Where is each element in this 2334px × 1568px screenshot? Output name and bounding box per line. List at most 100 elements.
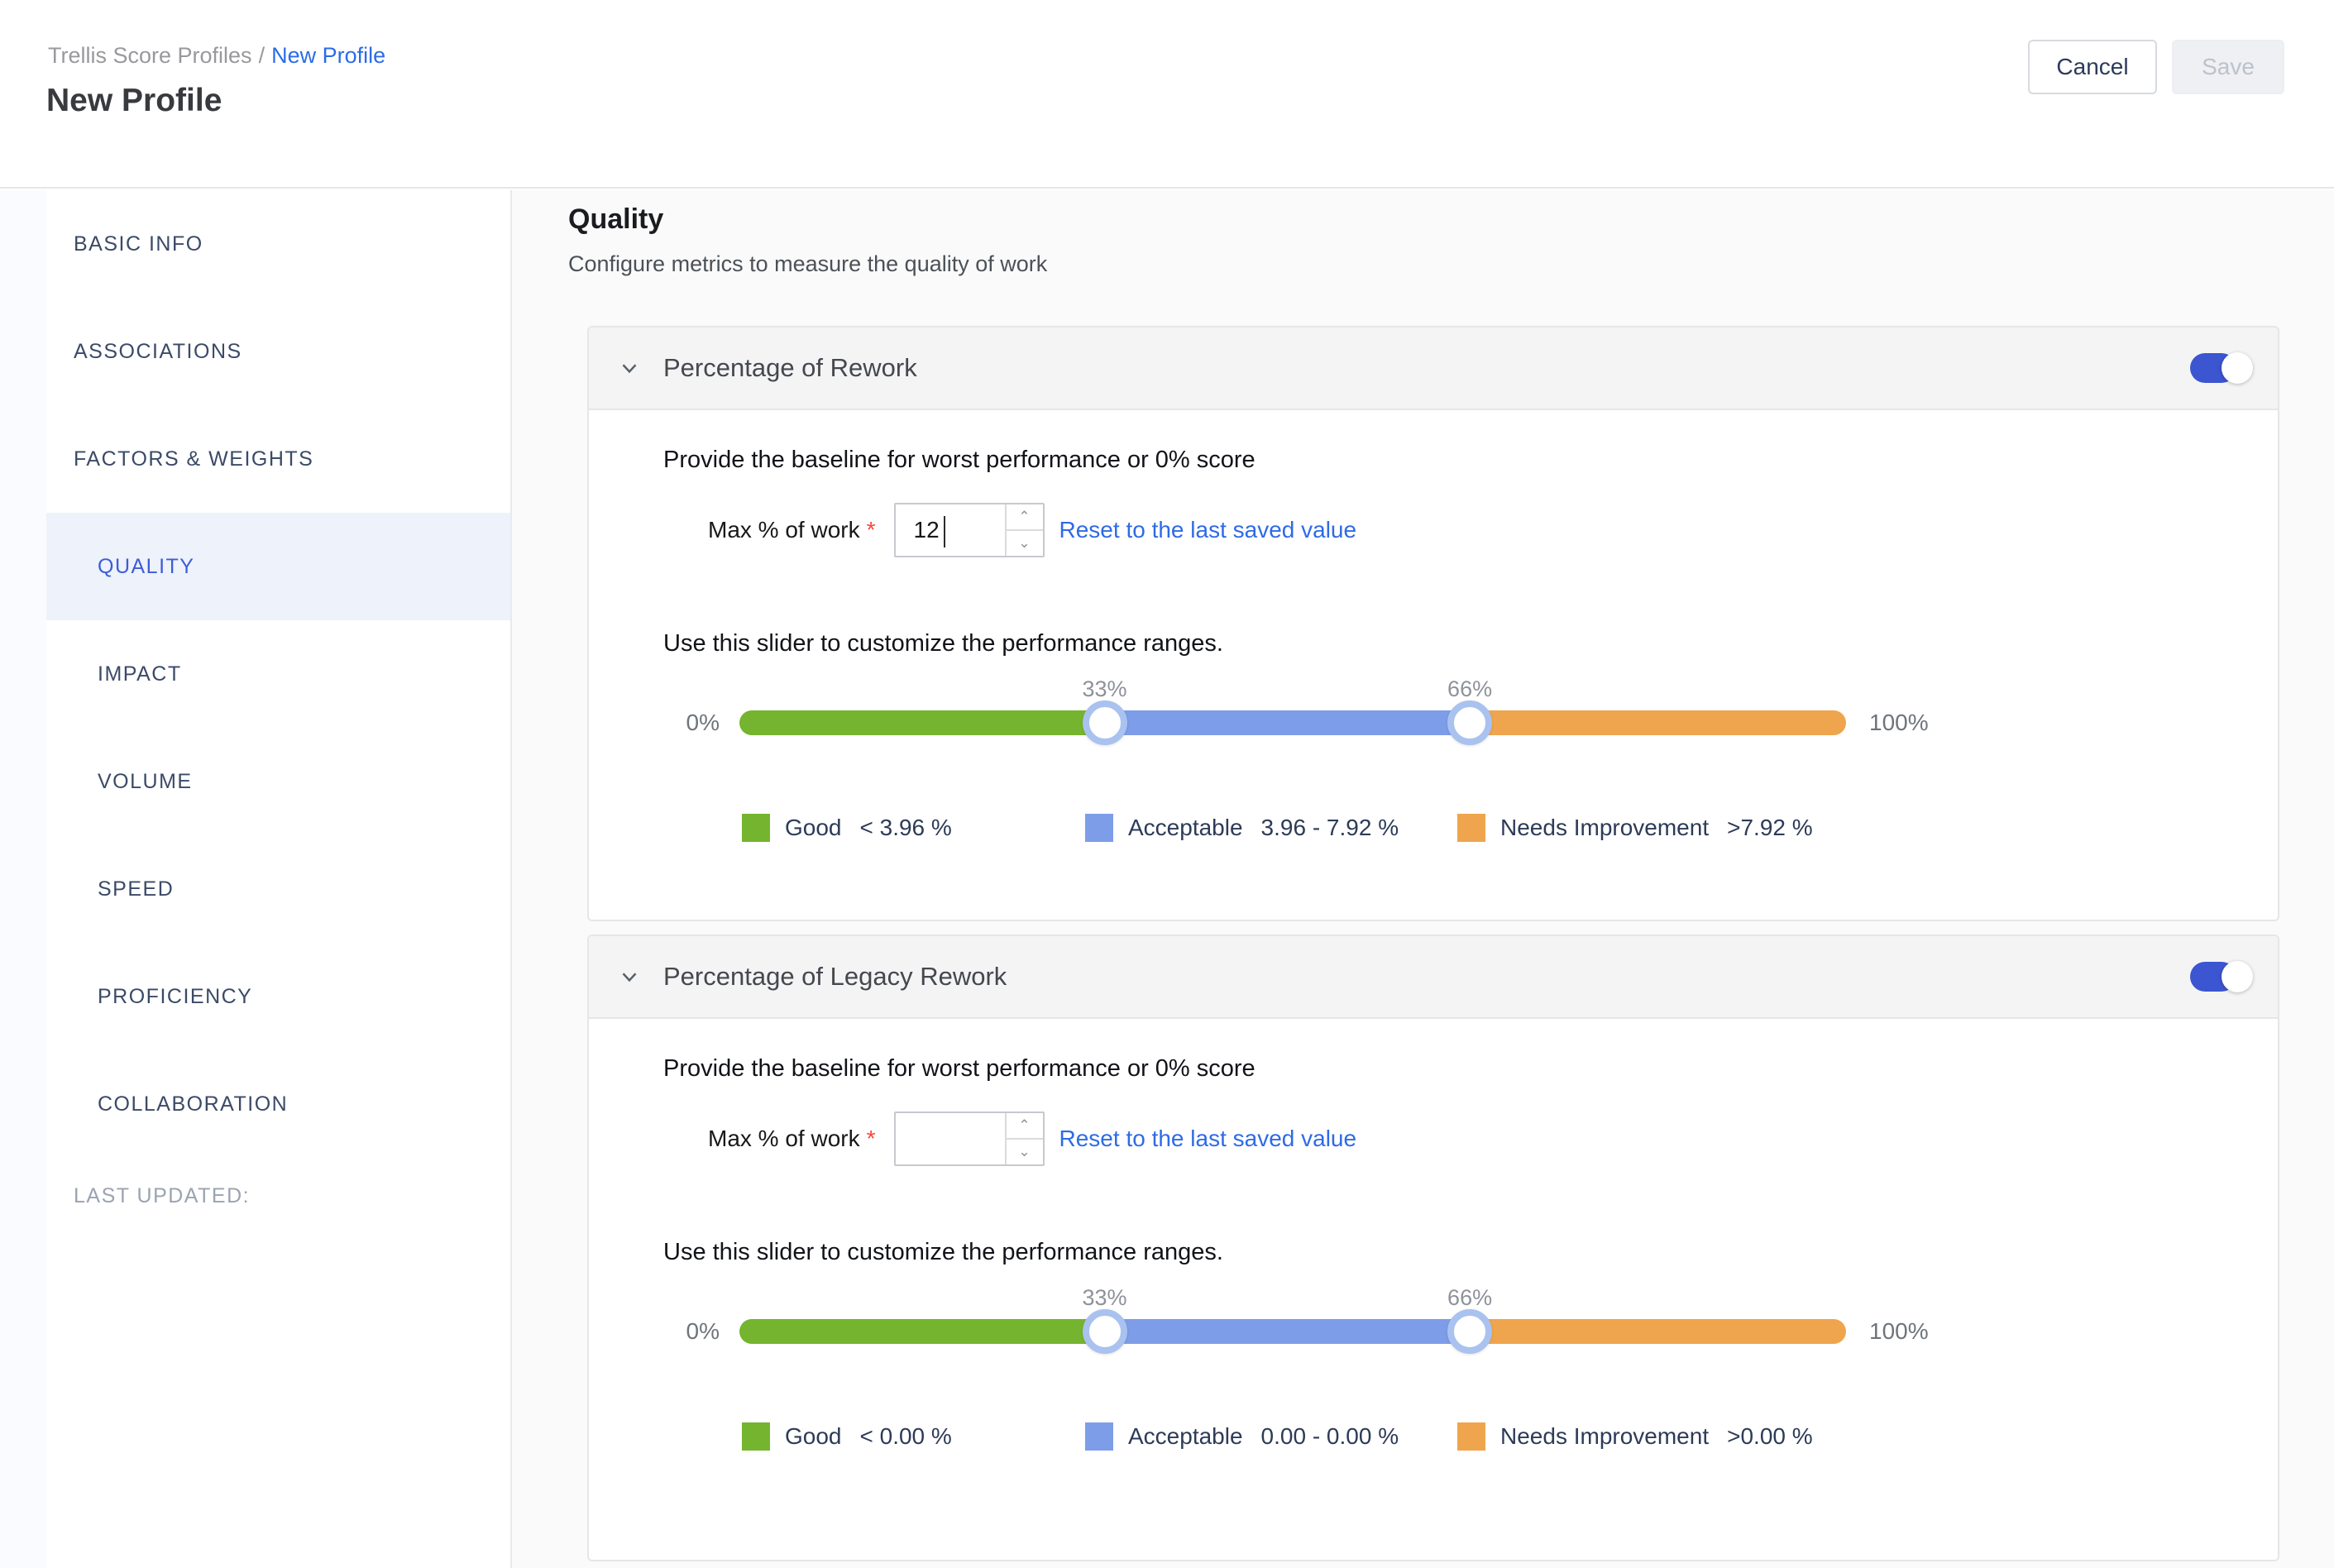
legend-item-acceptable: Acceptable 3.96 - 7.92 % xyxy=(1085,814,1399,842)
slider-heading: Use this slider to customize the perform… xyxy=(663,1239,1223,1265)
number-spinner: ⌃ ⌄ xyxy=(1004,504,1043,556)
slider-min-label: 0% xyxy=(686,1318,720,1344)
baseline-heading: Provide the baseline for worst performan… xyxy=(663,447,1255,473)
max-percent-row: Max % of work * ⌃ ⌄ Reset to the last sa… xyxy=(663,1111,1356,1166)
sidebar-item-speed[interactable]: SPEED xyxy=(98,877,175,901)
legend-range: < 3.96 % xyxy=(859,815,952,840)
acceptable-swatch xyxy=(1085,1422,1113,1451)
sidebar-item-quality[interactable]: QUALITY xyxy=(46,513,510,620)
needs-improvement-segment[interactable] xyxy=(1470,710,1846,735)
good-segment[interactable] xyxy=(739,1319,1105,1344)
breadcrumb: Trellis Score Profiles / New Profile xyxy=(48,43,385,69)
range-legend: Good < 0.00 % Acceptable 0.00 - 0.00 % N… xyxy=(589,1422,2278,1456)
panel-header-percentage-of-rework[interactable]: Percentage of Rework xyxy=(589,327,2278,410)
page-title: New Profile xyxy=(46,83,222,118)
legend-range: >7.92 % xyxy=(1727,815,1813,840)
legend-item-acceptable: Acceptable 0.00 - 0.00 % xyxy=(1085,1422,1399,1451)
legend-item-needs-improvement: Needs Improvement >7.92 % xyxy=(1457,814,1813,842)
slider-handle-2[interactable] xyxy=(1447,700,1493,745)
sidebar-item-proficiency[interactable]: PROFICIENCY xyxy=(98,984,253,1008)
legend-range: 3.96 - 7.92 % xyxy=(1260,815,1399,840)
required-asterisk: * xyxy=(866,1126,876,1151)
needs-improvement-segment[interactable] xyxy=(1470,1319,1846,1344)
left-gutter xyxy=(0,190,46,1568)
needs-improvement-swatch xyxy=(1457,1422,1485,1451)
section-title: Quality xyxy=(568,203,664,235)
legend-item-good: Good < 0.00 % xyxy=(742,1422,952,1451)
slider-area: 33% 66% 0% 100% xyxy=(589,1284,2278,1391)
good-swatch xyxy=(742,814,770,842)
main-content: Quality Configure metrics to measure the… xyxy=(512,190,2334,1568)
sidebar-item-associations[interactable]: ASSOCIATIONS xyxy=(74,339,242,363)
save-button[interactable]: Save xyxy=(2172,40,2284,94)
metric-enabled-toggle[interactable] xyxy=(2190,961,2253,992)
toggle-knob xyxy=(2222,961,2253,992)
legend-name: Acceptable xyxy=(1128,1423,1243,1449)
reset-link[interactable]: Reset to the last saved value xyxy=(1059,517,1357,543)
slider-area: 33% 66% 0% 100% xyxy=(589,675,2278,782)
header-actions: Cancel Save xyxy=(2028,40,2284,94)
handle1-tick-label: 33% xyxy=(1082,1285,1127,1310)
acceptable-swatch xyxy=(1085,814,1113,842)
metric-panel-percentage-of-legacy-rework: Percentage of Legacy Rework Provide the … xyxy=(587,935,2279,1561)
good-swatch xyxy=(742,1422,770,1451)
performance-range-slider[interactable] xyxy=(739,1309,1846,1354)
last-updated-label: LAST UPDATED: xyxy=(74,1183,251,1207)
slider-handle-1[interactable] xyxy=(1082,1309,1127,1354)
max-percent-label: Max % of work xyxy=(708,517,860,543)
slider-handle-1[interactable] xyxy=(1082,700,1127,745)
baseline-heading: Provide the baseline for worst performan… xyxy=(663,1055,1255,1082)
legend-name: Acceptable xyxy=(1128,815,1243,840)
slider-max-label: 100% xyxy=(1869,710,1929,735)
slider-max-label: 100% xyxy=(1869,1318,1929,1344)
sidebar-item-impact[interactable]: IMPACT xyxy=(98,662,182,686)
breadcrumb-parent-link[interactable]: Trellis Score Profiles xyxy=(48,43,252,68)
sidebar-item-factors-weights[interactable]: FACTORS & WEIGHTS xyxy=(74,447,314,471)
section-subtitle: Configure metrics to measure the quality… xyxy=(568,251,1048,276)
legend-range: 0.00 - 0.00 % xyxy=(1260,1423,1399,1449)
legend-range: >0.00 % xyxy=(1727,1423,1813,1449)
legend-name: Good xyxy=(785,815,842,840)
sidebar-item-volume[interactable]: VOLUME xyxy=(98,769,193,793)
sidebar-item-basic-info[interactable]: BASIC INFO xyxy=(74,232,203,256)
legend-name: Good xyxy=(785,1423,842,1449)
legend-item-good: Good < 3.96 % xyxy=(742,814,952,842)
increment-button[interactable]: ⌃ xyxy=(1006,504,1043,531)
decrement-button[interactable]: ⌄ xyxy=(1018,1144,1031,1159)
max-percent-input[interactable]: ⌃ ⌄ xyxy=(893,1111,1045,1166)
cancel-button[interactable]: Cancel xyxy=(2028,40,2157,94)
toggle-knob xyxy=(2222,352,2253,384)
max-percent-value[interactable]: 12 xyxy=(913,517,940,543)
panel-header-percentage-of-legacy-rework[interactable]: Percentage of Legacy Rework xyxy=(589,936,2278,1019)
max-percent-input[interactable]: 12 ⌃ ⌄ xyxy=(893,503,1045,557)
slider-heading: Use this slider to customize the perform… xyxy=(663,630,1223,657)
panel-title: Percentage of Legacy Rework xyxy=(663,962,1007,991)
slider-min-label: 0% xyxy=(686,710,720,735)
metric-panel-percentage-of-rework: Percentage of Rework Provide the baselin… xyxy=(587,326,2279,921)
needs-improvement-swatch xyxy=(1457,814,1485,842)
sidebar: BASIC INFO ASSOCIATIONS FACTORS & WEIGHT… xyxy=(46,190,512,1568)
legend-item-needs-improvement: Needs Improvement >0.00 % xyxy=(1457,1422,1813,1451)
decrement-button[interactable]: ⌄ xyxy=(1018,535,1031,551)
performance-range-slider[interactable] xyxy=(739,700,1846,745)
metric-enabled-toggle[interactable] xyxy=(2190,352,2253,384)
breadcrumb-current-link[interactable]: New Profile xyxy=(271,43,386,68)
chevron-down-icon[interactable] xyxy=(617,964,642,989)
handle1-tick-label: 33% xyxy=(1082,676,1127,701)
max-percent-label: Max % of work xyxy=(708,1126,860,1151)
increment-button[interactable]: ⌃ xyxy=(1006,1113,1043,1140)
breadcrumb-separator: / xyxy=(258,43,265,68)
legend-range: < 0.00 % xyxy=(859,1423,952,1449)
max-percent-value[interactable] xyxy=(896,1113,1005,1164)
chevron-down-icon[interactable] xyxy=(617,356,642,380)
handle2-tick-label: 66% xyxy=(1447,1285,1493,1310)
reset-link[interactable]: Reset to the last saved value xyxy=(1059,1126,1357,1151)
good-segment[interactable] xyxy=(739,710,1105,735)
sidebar-item-collaboration[interactable]: COLLABORATION xyxy=(98,1092,289,1116)
panel-title: Percentage of Rework xyxy=(663,353,917,382)
number-spinner: ⌃ ⌄ xyxy=(1004,1113,1043,1164)
slider-handle-2[interactable] xyxy=(1447,1309,1493,1354)
acceptable-segment[interactable] xyxy=(1104,710,1471,735)
max-percent-row: Max % of work * 12 ⌃ ⌄ Reset to the last… xyxy=(663,503,1356,557)
acceptable-segment[interactable] xyxy=(1104,1319,1471,1344)
